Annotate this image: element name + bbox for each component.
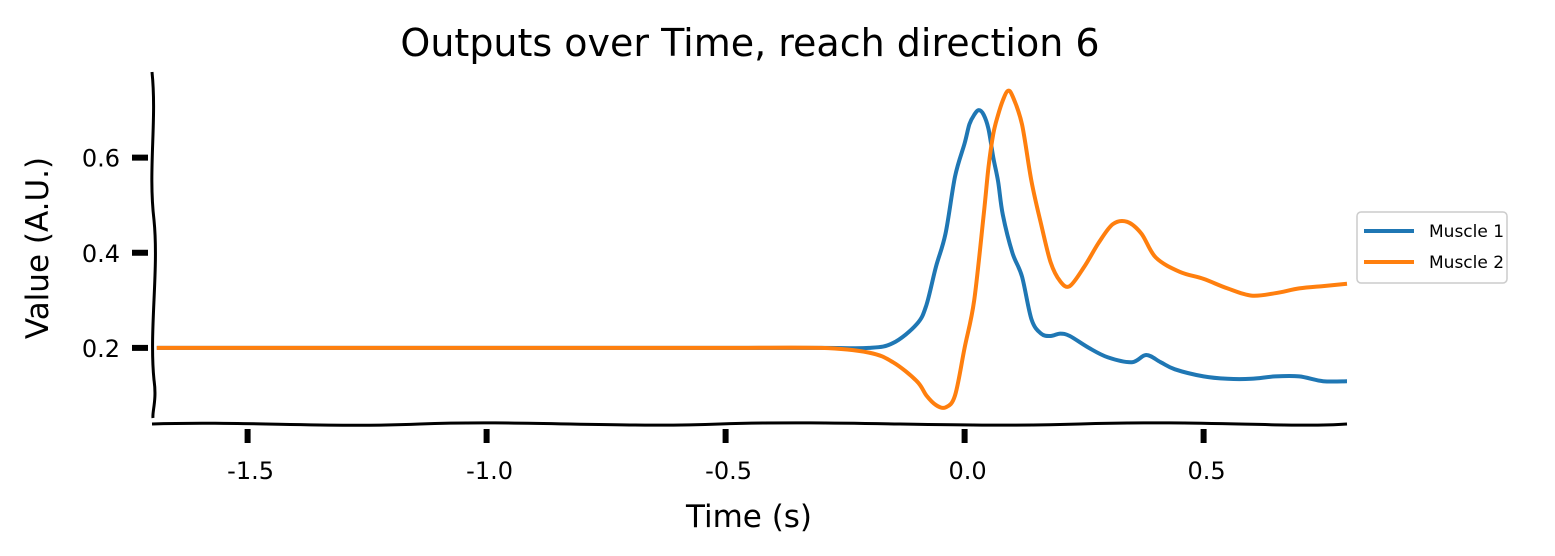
chart-title: Outputs over Time, reach direction 6 [400,21,1099,65]
x-axis-line [151,421,1348,427]
x-tick-label: 0.0 [949,457,987,485]
legend-label-muscle-1: Muscle 1 [1429,222,1504,242]
x-tick-label: 0.5 [1188,457,1226,485]
x-tick-label: -1.5 [227,457,274,485]
series-line-muscle-1 [156,108,1348,384]
series-line-muscle-2 [156,88,1348,410]
y-ticks: 0.2 0.4 0.6 [82,145,148,363]
x-tick-label: -1.0 [466,457,513,485]
y-tick-label: 0.2 [82,335,120,363]
x-tick-label: -0.5 [705,457,752,485]
x-axis-label: Time (s) [685,499,812,535]
y-axis-line [150,71,157,419]
series-lines [156,88,1348,410]
y-axis-label: Value (A.U.) [20,157,56,339]
y-tick-label: 0.6 [82,145,120,173]
legend: Muscle 1 Muscle 2 [1356,211,1508,284]
y-tick-label: 0.4 [82,240,120,268]
x-ticks: -1.5 -1.0 -0.5 0.0 0.5 [227,429,1226,485]
legend-label-muscle-2: Muscle 2 [1429,253,1504,273]
